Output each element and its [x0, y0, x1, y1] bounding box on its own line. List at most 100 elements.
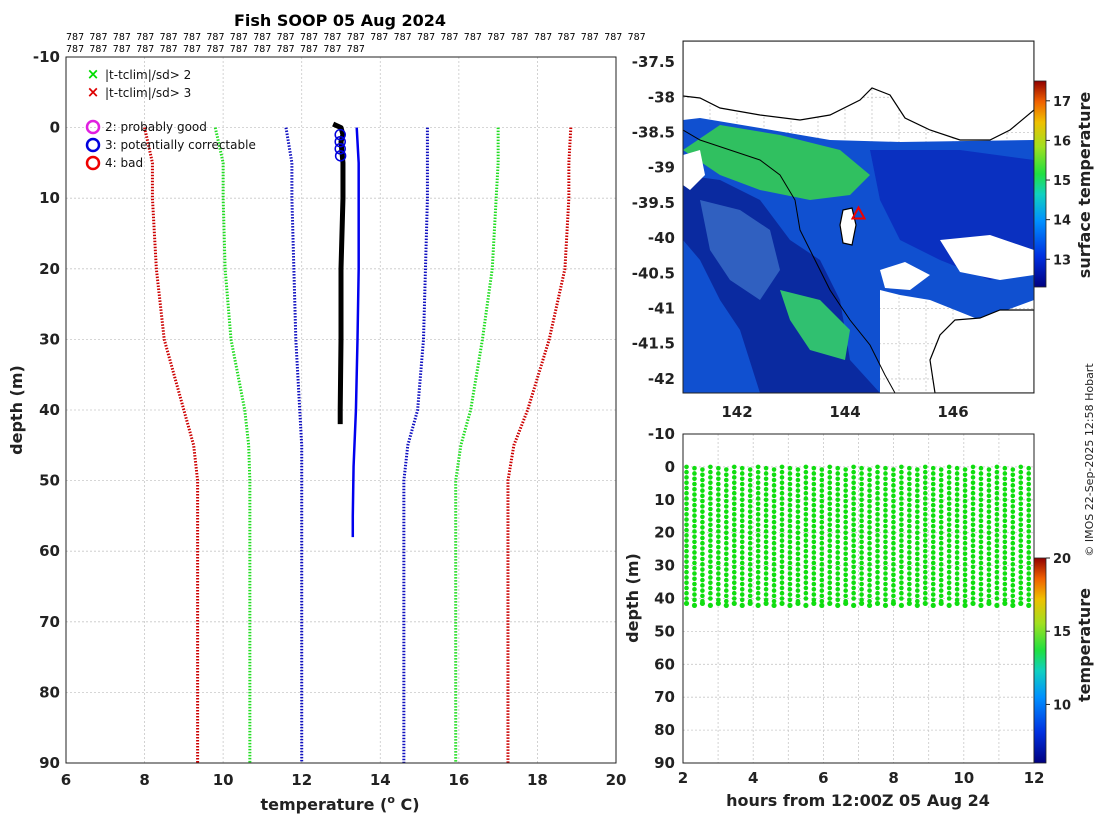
cast-point	[843, 561, 848, 567]
cast-point	[1026, 481, 1032, 487]
cast-point	[684, 480, 689, 485]
sst-colorbar-tick-label: 17	[1053, 95, 1071, 110]
cast-point	[970, 548, 976, 554]
cast-point	[692, 529, 697, 534]
cast-point	[708, 480, 713, 485]
cast-point	[994, 480, 1000, 485]
cast-point	[922, 580, 928, 586]
cast-point	[970, 564, 976, 570]
cast-point	[891, 588, 896, 593]
cast-point	[779, 464, 785, 470]
cast-id: 787	[183, 44, 201, 55]
cast-point	[946, 575, 952, 580]
cast-point	[843, 593, 848, 599]
cast-point	[724, 588, 729, 593]
cast-point	[716, 502, 721, 508]
cast-point	[819, 598, 825, 604]
cast-point	[899, 501, 904, 507]
cast-point	[867, 483, 872, 488]
cast-point	[907, 576, 912, 582]
cast-point	[907, 502, 912, 508]
cast-point	[827, 485, 833, 491]
cast-point	[827, 475, 833, 480]
cast-point	[978, 571, 984, 576]
cast-point	[867, 540, 872, 546]
cast-point	[692, 481, 697, 487]
cast-point	[907, 518, 912, 524]
cast-point	[899, 469, 904, 475]
cast-id: 787	[557, 32, 575, 43]
cast-point	[930, 534, 936, 539]
cast-point	[954, 518, 960, 524]
cast-point	[708, 475, 713, 480]
cast-point	[875, 548, 880, 554]
cast-id: 787	[66, 44, 84, 55]
cast-point	[883, 476, 888, 482]
timeseries-panel: 2 4 6 8 10 12 -10 0 10 20 30 40 50 60 70 80 90 hours fr…	[623, 425, 1094, 810]
cast-point	[922, 527, 928, 533]
cast-point	[938, 525, 944, 530]
cast-point	[875, 475, 880, 480]
cast-point	[835, 502, 841, 508]
cast-point	[763, 539, 769, 545]
profile-grid	[65, 56, 617, 764]
cast-point	[739, 497, 745, 503]
cast-point	[811, 555, 817, 561]
cast-point	[859, 492, 864, 497]
cast-point	[771, 583, 777, 588]
cast-point	[867, 561, 872, 567]
cast-point	[779, 496, 785, 501]
cast-point	[716, 586, 721, 592]
cast-point	[867, 514, 872, 520]
cast-point	[1018, 533, 1024, 538]
cast-point	[716, 513, 721, 518]
cast-point	[978, 492, 984, 497]
profile-series-line	[506, 127, 573, 763]
cast-point	[724, 583, 729, 588]
cast-point	[779, 548, 785, 554]
cast-point	[819, 535, 825, 541]
cast-point	[859, 523, 864, 529]
cast-point	[724, 556, 729, 562]
cast-point	[938, 593, 944, 599]
cast-point	[922, 585, 928, 591]
cast-point	[731, 569, 737, 575]
cast-point	[811, 481, 817, 487]
cast-point	[716, 571, 721, 576]
cast-point	[962, 567, 968, 572]
cast-point	[747, 488, 753, 493]
cast-point	[859, 592, 864, 597]
cast-point	[930, 508, 936, 513]
cast-point	[930, 518, 936, 524]
cast-point	[891, 567, 896, 572]
cast-point	[1010, 598, 1016, 604]
cast-point	[843, 535, 848, 541]
cast-point	[915, 572, 920, 578]
cast-point	[787, 529, 793, 534]
profile-series-line	[402, 127, 429, 763]
cast-point	[803, 596, 809, 601]
cast-point	[1010, 583, 1016, 588]
cast-point	[803, 590, 809, 596]
legend-circle-icon	[85, 119, 101, 135]
cast-point	[946, 464, 952, 470]
profile-series-line	[284, 127, 304, 763]
map-panel: 142 144 146 -37.5 -38 -38.5 -39 -39.5 -40 -40.5 -4…	[632, 40, 1094, 421]
cast-point	[779, 522, 785, 528]
cast-point	[692, 492, 697, 497]
cast-point	[1018, 475, 1024, 480]
cast-point	[692, 571, 697, 576]
cast-point	[867, 509, 872, 514]
cast-point	[716, 523, 721, 529]
cast-point	[731, 585, 737, 591]
cast-point	[827, 501, 833, 507]
cast-point	[930, 602, 936, 609]
cast-point	[716, 539, 721, 545]
cast-point	[835, 508, 841, 513]
cast-point	[779, 480, 785, 485]
timeseries-y-tick-label: 10	[654, 491, 675, 509]
cast-point	[954, 476, 960, 482]
cast-point	[883, 534, 888, 539]
cast-point	[1010, 519, 1016, 525]
cast-point	[851, 464, 856, 470]
